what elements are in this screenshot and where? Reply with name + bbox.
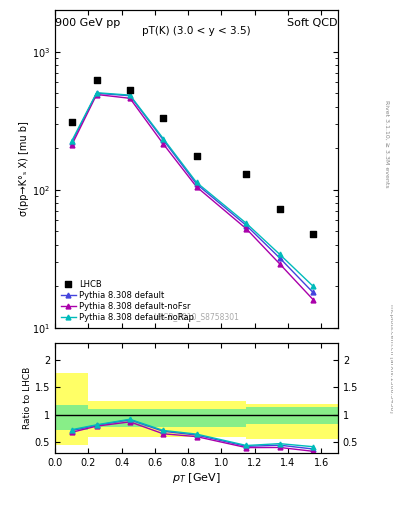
Pythia 8.308 default-noFsr xyxy=(128,95,132,101)
Legend: LHCB, Pythia 8.308 default, Pythia 8.308 default-noFsr, Pythia 8.308 default-noR: LHCB, Pythia 8.308 default, Pythia 8.308… xyxy=(59,278,196,324)
Pythia 8.308 default-noRap xyxy=(161,136,165,142)
Pythia 8.308 default xyxy=(161,137,165,143)
Y-axis label: Ratio to LHCB: Ratio to LHCB xyxy=(23,367,32,429)
Pythia 8.308 default xyxy=(128,93,132,99)
Pythia 8.308 default xyxy=(94,90,99,96)
Bar xyxy=(246,407,338,424)
Pythia 8.308 default-noFsr xyxy=(161,141,165,147)
Pythia 8.308 default xyxy=(69,139,74,145)
Text: mcplots.cern.ch [arXiv:1306.3436]: mcplots.cern.ch [arXiv:1306.3436] xyxy=(389,304,393,413)
LHCB xyxy=(243,170,250,178)
Pythia 8.308 default-noFsr xyxy=(310,296,315,303)
Text: 900 GeV pp: 900 GeV pp xyxy=(55,18,120,28)
Line: Pythia 8.308 default-noRap: Pythia 8.308 default-noRap xyxy=(69,90,316,289)
Bar xyxy=(130,409,246,426)
Text: pT(K) (3.0 < y < 3.5): pT(K) (3.0 < y < 3.5) xyxy=(142,26,251,36)
Pythia 8.308 default-noRap xyxy=(69,138,74,144)
LHCB xyxy=(127,86,133,94)
LHCB xyxy=(160,114,166,122)
Pythia 8.308 default-noFsr xyxy=(194,184,199,190)
Pythia 8.308 default-noFsr xyxy=(69,142,74,148)
Pythia 8.308 default-noFsr xyxy=(277,261,282,267)
LHCB xyxy=(310,229,316,238)
Pythia 8.308 default-noRap xyxy=(94,90,99,96)
Bar xyxy=(88,409,130,426)
Pythia 8.308 default-noFsr xyxy=(94,92,99,98)
Bar xyxy=(130,401,246,437)
Pythia 8.308 default-noRap xyxy=(128,92,132,98)
Pythia 8.308 default-noRap xyxy=(244,220,249,226)
Text: LHCB_2010_S8758301: LHCB_2010_S8758301 xyxy=(154,312,239,322)
Pythia 8.308 default xyxy=(277,255,282,261)
Text: Rivet 3.1.10, ≥ 3.3M events: Rivet 3.1.10, ≥ 3.3M events xyxy=(385,99,389,187)
Pythia 8.308 default-noRap xyxy=(310,283,315,289)
Bar xyxy=(246,403,338,439)
Text: Soft QCD: Soft QCD xyxy=(288,18,338,28)
Y-axis label: σ(pp→K°ₛ X) [mu b]: σ(pp→K°ₛ X) [mu b] xyxy=(19,121,29,217)
Pythia 8.308 default xyxy=(310,289,315,295)
X-axis label: $p_T$ [GeV]: $p_T$ [GeV] xyxy=(172,471,221,485)
Pythia 8.308 default-noRap xyxy=(277,251,282,258)
Line: Pythia 8.308 default-noFsr: Pythia 8.308 default-noFsr xyxy=(69,92,316,302)
LHCB xyxy=(94,76,100,84)
Bar xyxy=(88,401,130,437)
Pythia 8.308 default-noRap xyxy=(194,179,199,185)
LHCB xyxy=(277,205,283,214)
Line: Pythia 8.308 default: Pythia 8.308 default xyxy=(69,91,316,295)
LHCB xyxy=(68,118,75,126)
Bar xyxy=(55,373,88,445)
Pythia 8.308 default-noFsr xyxy=(244,226,249,232)
Bar xyxy=(55,404,88,430)
LHCB xyxy=(193,152,200,160)
Pythia 8.308 default xyxy=(244,223,249,229)
Pythia 8.308 default xyxy=(194,181,199,187)
